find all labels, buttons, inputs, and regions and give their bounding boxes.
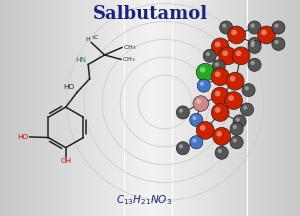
Circle shape: [274, 24, 279, 28]
Circle shape: [233, 138, 237, 143]
Circle shape: [211, 87, 229, 105]
Circle shape: [200, 82, 204, 86]
Text: $_3$C: $_3$C: [91, 33, 100, 42]
Circle shape: [222, 24, 227, 28]
Circle shape: [220, 21, 233, 34]
Circle shape: [216, 131, 222, 137]
Circle shape: [200, 125, 206, 131]
Circle shape: [203, 49, 216, 62]
Circle shape: [200, 67, 206, 73]
Circle shape: [215, 91, 220, 96]
Circle shape: [250, 43, 255, 47]
Circle shape: [250, 61, 255, 65]
Circle shape: [233, 125, 237, 129]
Circle shape: [190, 113, 203, 127]
Circle shape: [242, 84, 255, 97]
Circle shape: [226, 72, 244, 90]
Text: CH$_3$: CH$_3$: [122, 55, 136, 64]
Circle shape: [244, 86, 249, 90]
Circle shape: [230, 76, 236, 81]
Circle shape: [236, 118, 240, 122]
Circle shape: [215, 146, 228, 159]
Circle shape: [248, 37, 261, 51]
Text: OH: OH: [60, 158, 71, 164]
Circle shape: [196, 63, 214, 81]
Circle shape: [248, 40, 261, 53]
Circle shape: [248, 58, 261, 71]
Circle shape: [196, 121, 214, 139]
Circle shape: [215, 107, 220, 113]
Circle shape: [250, 24, 255, 28]
Text: Salbutamol: Salbutamol: [92, 5, 208, 23]
Circle shape: [231, 30, 237, 35]
Circle shape: [215, 41, 220, 47]
Circle shape: [211, 103, 229, 121]
Circle shape: [193, 96, 208, 111]
Circle shape: [272, 21, 285, 34]
Circle shape: [274, 40, 279, 44]
Circle shape: [261, 30, 267, 35]
Circle shape: [225, 92, 243, 110]
Circle shape: [218, 149, 222, 153]
Circle shape: [196, 99, 201, 104]
Circle shape: [215, 62, 219, 67]
Text: CH$_3$: CH$_3$: [123, 43, 136, 52]
Circle shape: [219, 47, 237, 65]
Circle shape: [230, 136, 243, 149]
Circle shape: [236, 51, 242, 56]
Circle shape: [179, 144, 183, 149]
Circle shape: [215, 71, 220, 77]
Circle shape: [228, 26, 246, 44]
Circle shape: [232, 47, 250, 65]
Circle shape: [241, 103, 254, 116]
Circle shape: [250, 40, 255, 44]
Circle shape: [192, 138, 197, 143]
Circle shape: [248, 21, 261, 34]
Text: $C_{13}H_{21}NO_3$: $C_{13}H_{21}NO_3$: [116, 193, 172, 207]
Circle shape: [211, 68, 229, 86]
Text: HO: HO: [63, 84, 74, 90]
Circle shape: [176, 106, 189, 119]
Text: HO: HO: [17, 134, 28, 140]
Circle shape: [176, 142, 189, 155]
Circle shape: [230, 122, 243, 135]
Text: HN: HN: [76, 57, 87, 63]
Circle shape: [233, 115, 246, 128]
Circle shape: [206, 52, 210, 56]
Circle shape: [257, 26, 275, 44]
Circle shape: [211, 38, 229, 56]
Circle shape: [197, 79, 210, 92]
Circle shape: [222, 51, 228, 56]
Circle shape: [213, 127, 231, 145]
Circle shape: [243, 106, 247, 110]
Circle shape: [212, 60, 225, 73]
Circle shape: [228, 95, 234, 101]
Circle shape: [179, 108, 183, 113]
Circle shape: [190, 136, 203, 149]
Circle shape: [192, 116, 197, 120]
Text: H: H: [85, 37, 90, 42]
Circle shape: [272, 37, 285, 51]
